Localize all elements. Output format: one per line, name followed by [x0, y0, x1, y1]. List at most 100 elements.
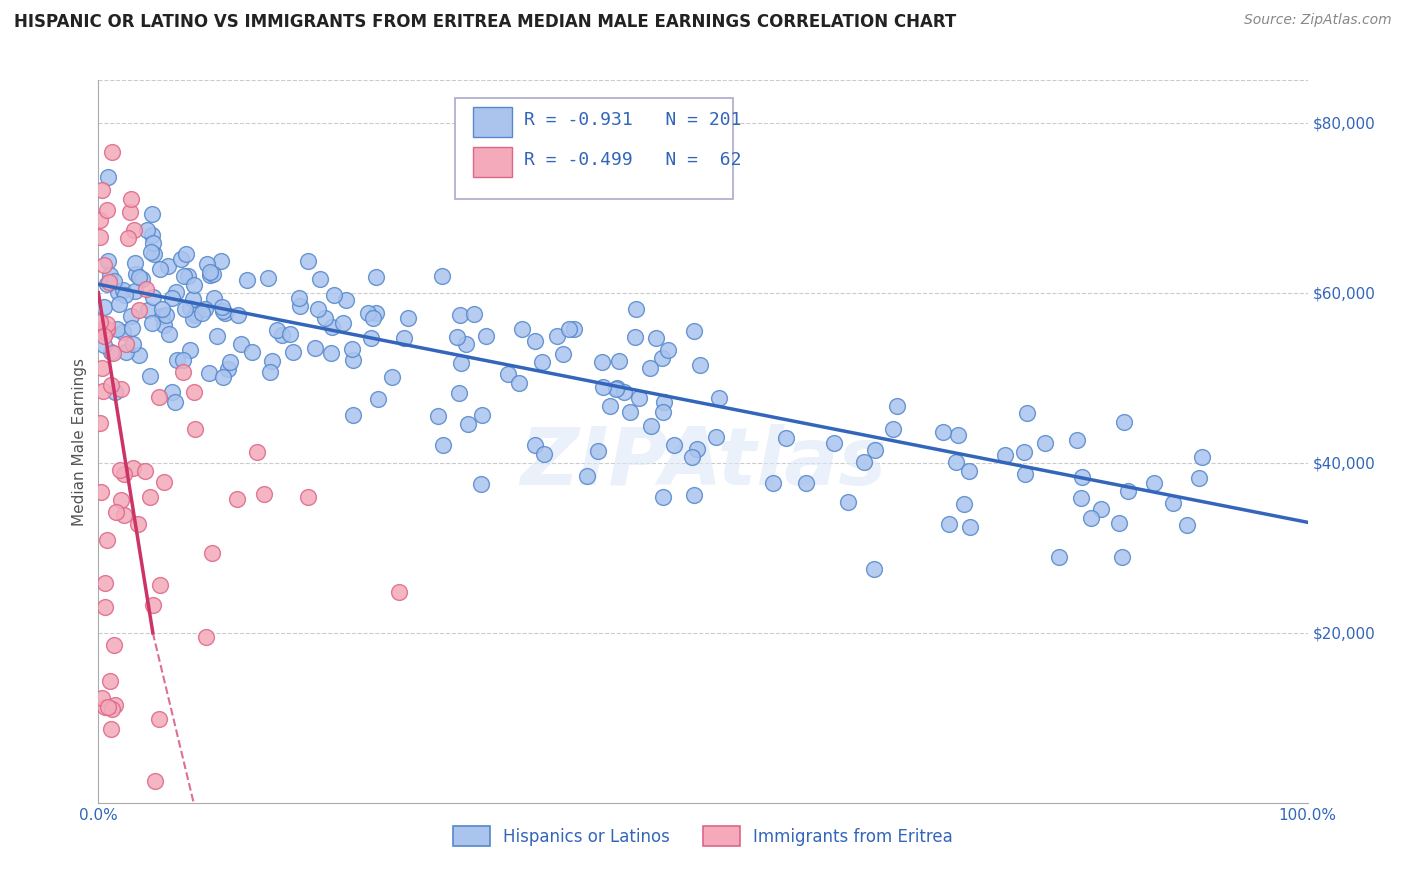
Point	[640, 419, 662, 434]
Y-axis label: Median Male Earnings: Median Male Earnings	[72, 358, 87, 525]
Point	[93, 338, 115, 352]
Point	[1112, 416, 1135, 430]
Point	[104, 385, 127, 400]
Point	[142, 290, 165, 304]
Point	[270, 328, 292, 343]
Point	[112, 508, 135, 522]
Point	[1066, 433, 1088, 447]
Point	[953, 497, 976, 511]
Point	[100, 344, 122, 359]
Point	[114, 288, 136, 302]
Point	[173, 268, 195, 283]
Point	[1188, 471, 1211, 485]
Point	[100, 674, 122, 689]
Point	[510, 322, 533, 336]
Point	[205, 329, 228, 343]
Point	[198, 366, 221, 380]
Point	[432, 437, 454, 451]
Point	[627, 391, 650, 405]
Point	[117, 230, 139, 244]
Point	[260, 353, 283, 368]
Point	[107, 285, 129, 299]
Point	[122, 461, 145, 475]
Text: R = -0.931   N = 201: R = -0.931 N = 201	[524, 111, 741, 129]
Text: ZIPAtlas: ZIPAtlas	[520, 425, 886, 502]
Point	[211, 369, 233, 384]
Point	[837, 495, 859, 509]
Point	[945, 455, 967, 469]
Point	[139, 369, 162, 384]
Point	[498, 367, 520, 381]
Point	[89, 230, 111, 244]
Point	[533, 447, 555, 461]
Point	[994, 448, 1017, 462]
Point	[524, 438, 547, 452]
Point	[110, 463, 132, 477]
Point	[181, 312, 204, 326]
Point	[104, 698, 127, 712]
Point	[183, 422, 205, 436]
Point	[136, 302, 159, 317]
Point	[314, 310, 336, 325]
Point	[259, 365, 281, 379]
Point	[157, 326, 180, 341]
Point	[321, 319, 343, 334]
Point	[105, 505, 128, 519]
Point	[97, 699, 120, 714]
Point	[685, 442, 707, 457]
Point	[340, 342, 363, 356]
Point	[131, 271, 153, 285]
Point	[198, 268, 221, 282]
Point	[96, 318, 118, 332]
Point	[683, 488, 706, 502]
Point	[446, 330, 468, 344]
Point	[163, 395, 186, 409]
Point	[288, 299, 311, 313]
Point	[363, 310, 385, 325]
Point	[508, 376, 530, 391]
Point	[142, 236, 165, 251]
Point	[212, 304, 235, 318]
Point	[651, 351, 673, 366]
Point	[120, 310, 142, 324]
Point	[172, 353, 194, 368]
Point	[141, 316, 163, 330]
Point	[174, 301, 197, 316]
Text: Source: ZipAtlas.com: Source: ZipAtlas.com	[1244, 13, 1392, 28]
Point	[194, 630, 217, 644]
Point	[94, 600, 117, 615]
Point	[1015, 406, 1038, 420]
Point	[427, 409, 450, 423]
Point	[96, 277, 118, 291]
Point	[321, 345, 343, 359]
Point	[135, 223, 157, 237]
Point	[1012, 445, 1035, 459]
Point	[297, 254, 319, 268]
Point	[606, 381, 628, 395]
Point	[195, 257, 218, 271]
Point	[105, 322, 128, 336]
Point	[184, 308, 207, 322]
Point	[288, 291, 311, 305]
Point	[853, 455, 876, 469]
Point	[90, 485, 112, 500]
Point	[139, 491, 162, 505]
Point	[367, 392, 389, 406]
Point	[101, 346, 124, 360]
Point	[332, 316, 354, 330]
Point	[94, 576, 117, 591]
Point	[110, 382, 132, 396]
Point	[202, 268, 225, 282]
Point	[309, 271, 332, 285]
Point	[471, 408, 494, 422]
Point	[1014, 467, 1036, 481]
Point	[938, 517, 960, 532]
Point	[364, 269, 387, 284]
FancyBboxPatch shape	[474, 147, 512, 178]
Point	[882, 422, 904, 436]
Point	[246, 445, 269, 459]
Point	[148, 712, 170, 726]
FancyBboxPatch shape	[456, 98, 734, 200]
Point	[211, 300, 233, 314]
Point	[219, 354, 242, 368]
